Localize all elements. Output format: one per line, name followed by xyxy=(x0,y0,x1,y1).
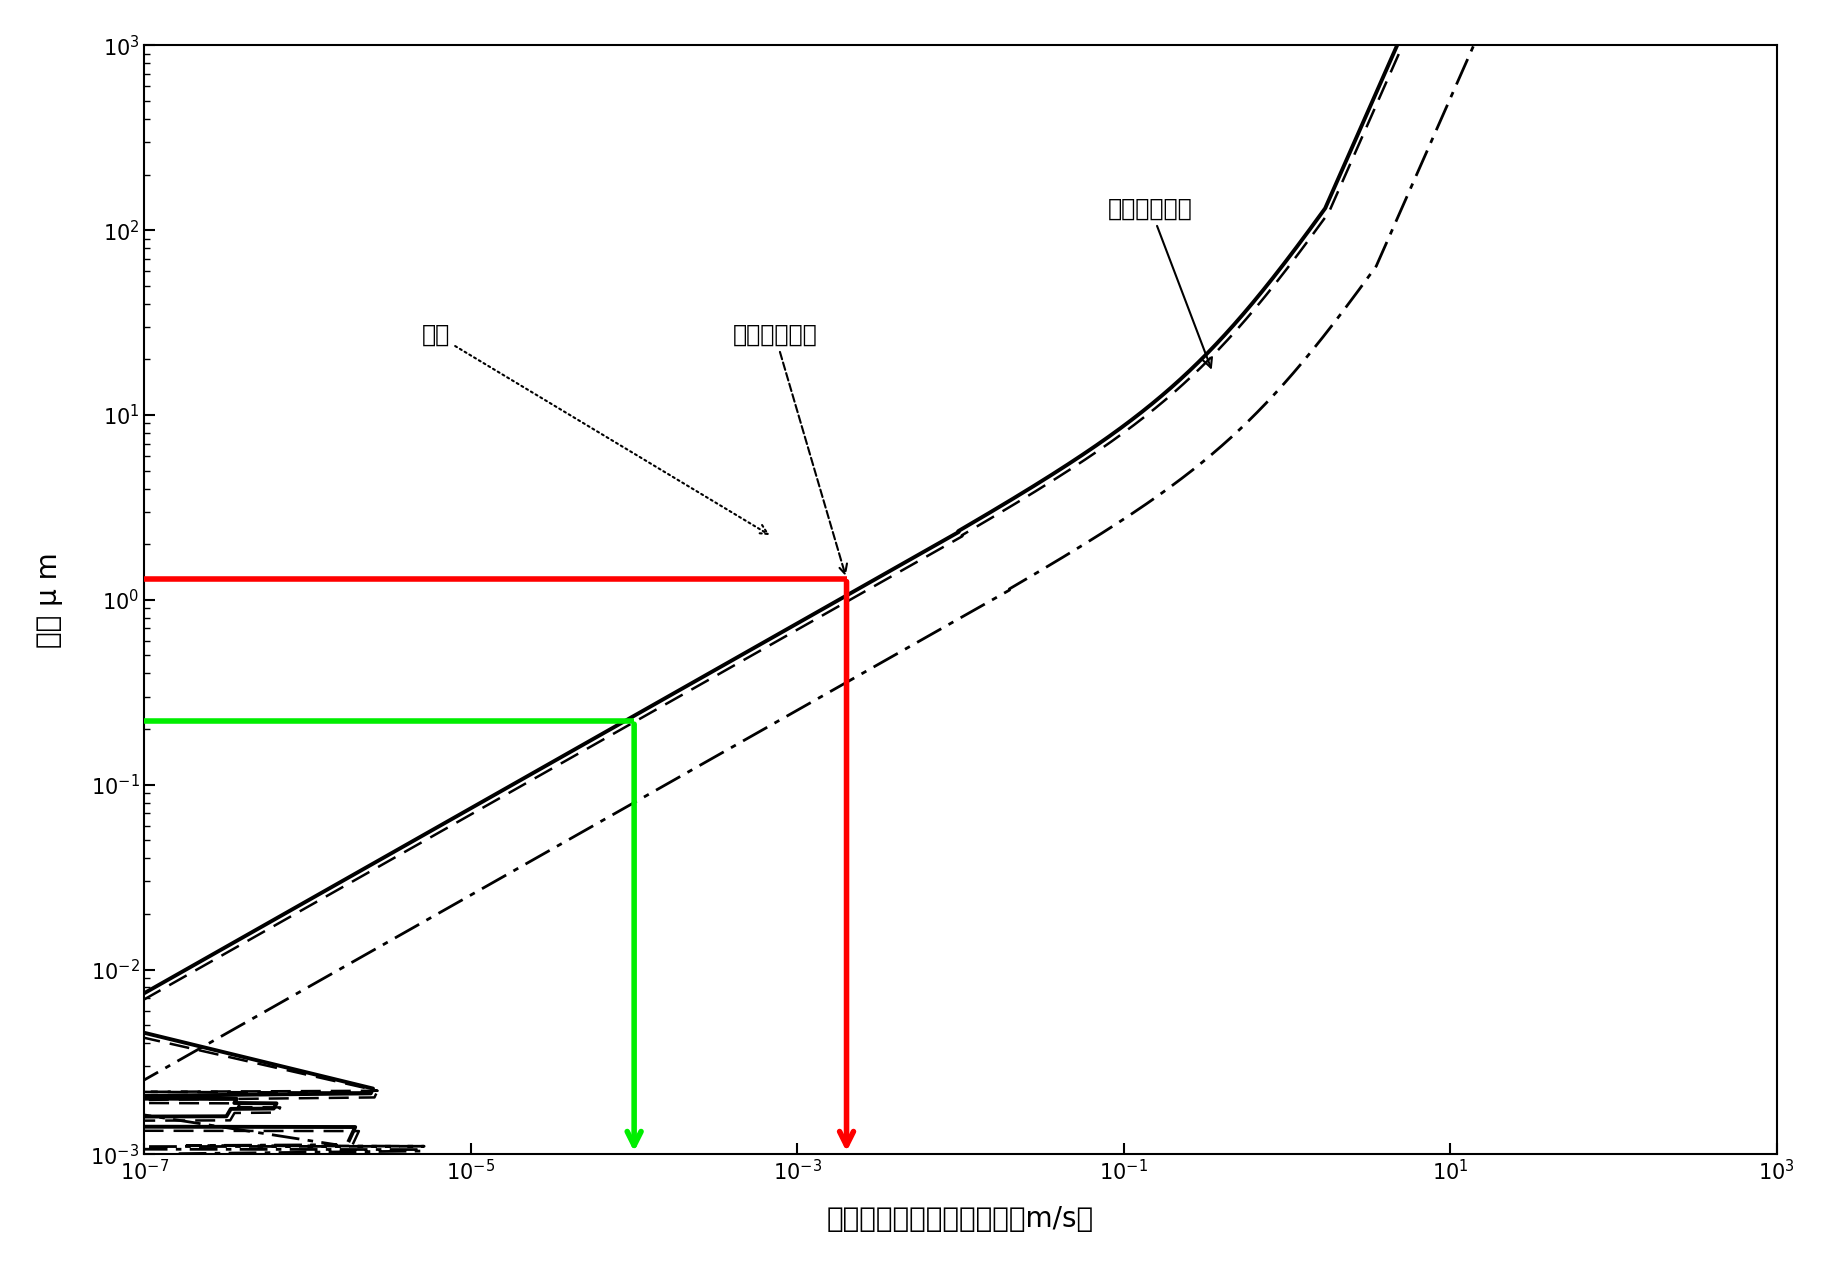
Text: 金属の磨耗粉: 金属の磨耗粉 xyxy=(732,322,847,574)
Text: オイルミスト: オイルミスト xyxy=(1109,197,1211,368)
Y-axis label: 粒径 μ m: 粒径 μ m xyxy=(35,552,62,648)
X-axis label: 重力による終末沈降速度（m/s）: 重力による終末沈降速度（m/s） xyxy=(827,1206,1094,1234)
Text: 繊維: 繊維 xyxy=(421,322,769,534)
